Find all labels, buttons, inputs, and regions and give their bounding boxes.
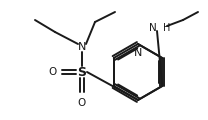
Text: N: N	[149, 23, 157, 33]
Text: O: O	[78, 98, 86, 108]
Text: H: H	[163, 23, 170, 33]
Text: N: N	[78, 42, 86, 52]
Text: S: S	[78, 66, 87, 78]
Text: O: O	[49, 67, 57, 77]
Text: N: N	[134, 48, 142, 58]
